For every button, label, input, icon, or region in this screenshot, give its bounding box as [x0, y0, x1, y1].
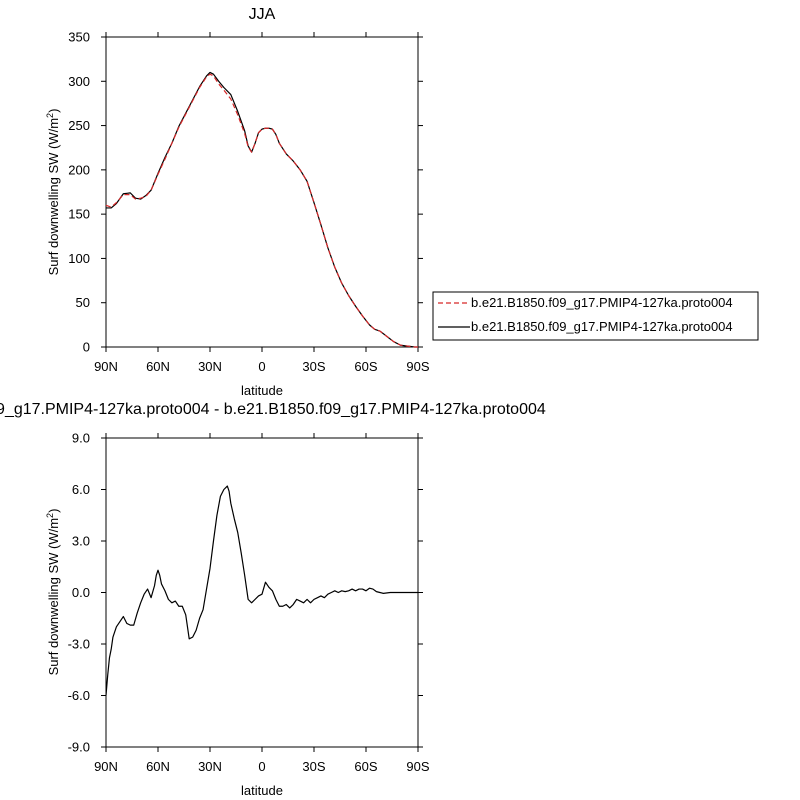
- bottom-y-axis-label: Surf downwelling SW (W/m2): [45, 509, 61, 676]
- legend-box: [432, 291, 759, 341]
- bottom-y-tick-label: 3.0: [72, 534, 90, 549]
- bottom-series-lines: [105, 485, 418, 696]
- top-y-axis-label-text: Surf downwelling SW: [46, 152, 61, 276]
- top-series-line-solid: [106, 71, 418, 348]
- bottom-y-tick-label: 0.0: [72, 585, 90, 600]
- top-x-tick-label: 90N: [94, 359, 118, 374]
- legend: b.e21.B1850.f09_g17.PMIP4-127ka.proto004…: [432, 291, 759, 341]
- top-y-tick-label: 300: [68, 74, 90, 89]
- bottom-x-tick-label: 90S: [406, 759, 429, 774]
- top-x-tick-label: 30N: [198, 359, 222, 374]
- top-y-tick-label: 200: [68, 162, 90, 177]
- bottom-y-axis-label-close: ): [46, 509, 61, 513]
- bottom-series-line-solid: [105, 485, 418, 696]
- top-x-tick-label: 60N: [146, 359, 170, 374]
- top-chart: JJA 90N 60N 30N 0 30S 60S 90S 0 50 100 150 200 250 3…: [45, 6, 759, 398]
- bottom-x-ticks: 90N 60N 30N 0 30S 60S 90S: [94, 433, 430, 774]
- bottom-chart-title: .f09_g17.PMIP4-127ka.proto004 - b.e21.B1…: [0, 401, 546, 418]
- top-x-tick-label: 90S: [406, 359, 429, 374]
- top-y-ticks: 0 50 100 150 200 250 300 350: [68, 30, 423, 355]
- bottom-x-tick-label: 60S: [354, 759, 377, 774]
- bottom-y-tick-label: -3.0: [68, 637, 90, 652]
- top-plot-frame: [105, 36, 419, 348]
- bottom-y-tick-label: 9.0: [72, 431, 90, 446]
- top-series-line-dashed: [105, 73, 418, 348]
- top-chart-title: JJA: [249, 6, 276, 23]
- bottom-x-tick-label: 60N: [146, 759, 170, 774]
- top-y-tick-label: 100: [68, 251, 90, 266]
- bottom-x-tick-label: 30N: [198, 759, 222, 774]
- top-x-axis-label: latitude: [241, 383, 283, 398]
- bottom-y-axis-label-text: Surf downwelling SW: [46, 552, 61, 676]
- top-x-tick-label: 0: [258, 359, 265, 374]
- top-series-lines: [105, 71, 418, 348]
- top-y-axis-unit: W/m: [46, 118, 61, 145]
- bottom-y-tick-label: -9.0: [68, 740, 90, 755]
- bottom-y-axis-label-space: (: [46, 544, 61, 553]
- top-y-axis-label: Surf downwelling SW (W/m2): [45, 109, 61, 276]
- top-y-tick-label: 50: [76, 295, 90, 310]
- bottom-x-tick-label: 30S: [302, 759, 325, 774]
- bottom-y-tick-label: 6.0: [72, 482, 90, 497]
- top-y-tick-label: 0: [83, 340, 90, 355]
- top-y-tick-label: 150: [68, 207, 90, 222]
- top-x-ticks: 90N 60N 30N 0 30S 60S 90S: [94, 32, 430, 374]
- top-x-tick-label: 30S: [302, 359, 325, 374]
- bottom-y-tick-label: -6.0: [68, 688, 90, 703]
- bottom-x-axis-label: latitude: [241, 783, 283, 798]
- legend-entry-2: b.e21.B1850.f09_g17.PMIP4-127ka.proto004: [471, 319, 733, 334]
- bottom-x-tick-label: 0: [258, 759, 265, 774]
- bottom-x-tick-label: 90N: [94, 759, 118, 774]
- bottom-y-ticks: -9.0 -6.0 -3.0 0.0 3.0 6.0 9.0: [68, 431, 423, 755]
- bottom-y-axis-unit-superscript: 2: [45, 513, 55, 518]
- top-y-tick-label: 250: [68, 118, 90, 133]
- top-y-axis-label-close: ): [46, 109, 61, 113]
- bottom-chart: .f09_g17.PMIP4-127ka.proto004 - b.e21.B1…: [0, 401, 546, 798]
- top-y-axis-unit-superscript: 2: [45, 113, 55, 118]
- top-y-axis-label-space: (: [46, 144, 61, 153]
- top-y-tick-label: 350: [68, 30, 90, 45]
- top-x-tick-label: 60S: [354, 359, 377, 374]
- bottom-y-axis-unit: W/m: [46, 518, 61, 545]
- legend-entry-1: b.e21.B1850.f09_g17.PMIP4-127ka.proto004: [471, 295, 733, 310]
